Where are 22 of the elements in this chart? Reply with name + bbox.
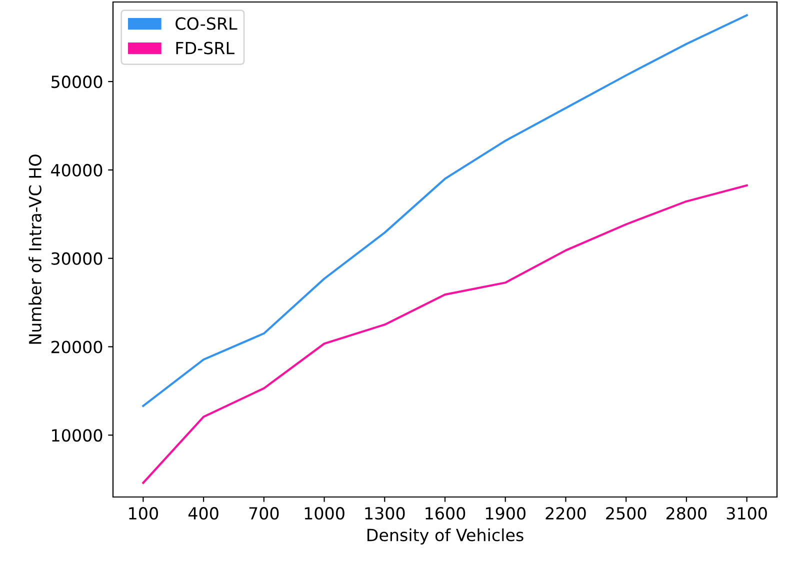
y-axis-title: Number of Intra-VC HO	[28, 154, 42, 344]
x-tick-label: 100	[129, 507, 158, 520]
legend-label: CO-SRL	[176, 17, 238, 30]
y-tick-label: 10000	[52, 429, 102, 442]
x-tick-label: 2800	[666, 507, 707, 520]
x-tick-label: 2500	[606, 507, 646, 520]
legend-label: FD-SRL	[176, 42, 234, 54]
x-tick-label: 1900	[486, 507, 526, 520]
y-tick-label: 30000	[52, 252, 102, 265]
line-series	[142, 14, 748, 407]
x-tick-label: 700	[249, 507, 279, 520]
x-tick-label: 1000	[304, 507, 344, 520]
x-axis-title: Density of Vehicles	[367, 528, 524, 545]
x-tick-label: 1300	[365, 507, 405, 520]
x-tick-label: 3100	[726, 507, 767, 520]
y-tick-label: 20000	[51, 340, 102, 354]
x-tick-label: 2200	[546, 507, 586, 520]
y-tick-label: 50000	[52, 76, 102, 88]
line-series	[142, 184, 748, 484]
y-tick-label: 40000	[51, 164, 102, 177]
x-tick-label: 400	[188, 507, 218, 520]
x-tick-label: 1600	[426, 507, 466, 520]
